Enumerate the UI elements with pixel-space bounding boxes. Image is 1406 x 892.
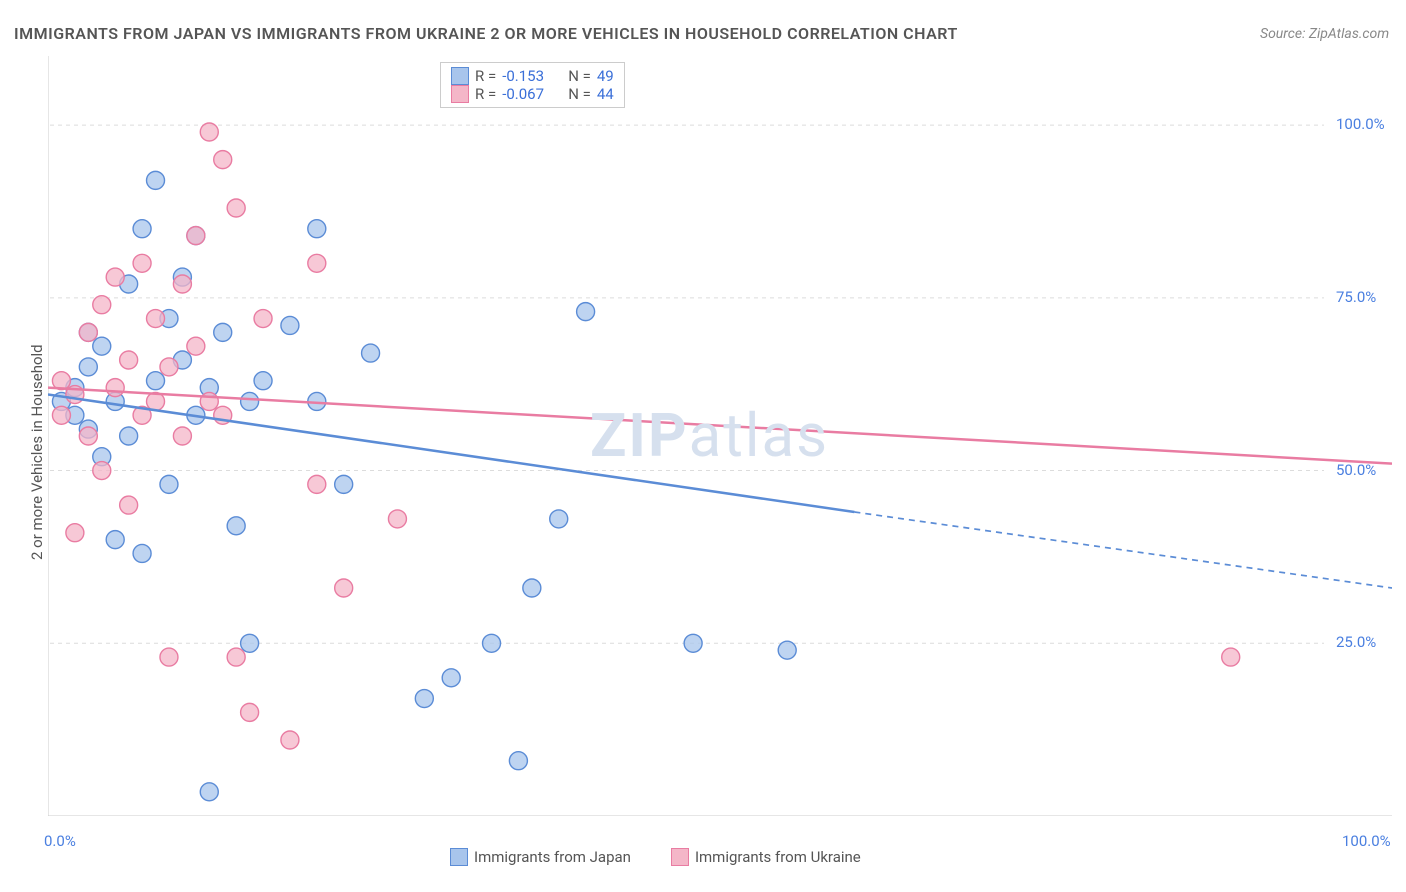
legend-label: Immigrants from Ukraine [695, 848, 861, 866]
r-value: -0.067 [502, 85, 562, 103]
legend-swatch [451, 85, 469, 103]
r-label: R = [475, 67, 496, 85]
legend-label: Immigrants from Japan [474, 848, 631, 866]
scatter-chart [48, 56, 1392, 816]
chart-area [48, 56, 1392, 816]
legend-item: Immigrants from Ukraine [671, 848, 861, 866]
correlation-legend: R = -0.153 N = 49 R = -0.067 N = 44 [440, 62, 625, 108]
n-value: 49 [597, 67, 614, 85]
legend-item: Immigrants from Japan [450, 848, 631, 866]
n-label: N = [568, 85, 591, 103]
y-tick-label: 50.0% [1336, 461, 1376, 479]
legend-row: R = -0.153 N = 49 [451, 67, 614, 85]
series-legend: Immigrants from Japan Immigrants from Ukr… [450, 848, 861, 866]
x-tick-label: 100.0% [1342, 832, 1391, 850]
y-tick-label: 100.0% [1336, 115, 1385, 133]
legend-swatch [450, 848, 468, 866]
y-axis-label: 2 or more Vehicles in Household [28, 344, 46, 560]
r-value: -0.153 [502, 67, 562, 85]
r-label: R = [475, 85, 496, 103]
chart-title: IMMIGRANTS FROM JAPAN VS IMMIGRANTS FROM… [14, 24, 958, 43]
x-tick-label: 0.0% [44, 832, 76, 850]
legend-row: R = -0.067 N = 44 [451, 85, 614, 103]
legend-swatch [671, 848, 689, 866]
n-label: N = [568, 67, 591, 85]
n-value: 44 [597, 85, 614, 103]
y-tick-label: 25.0% [1336, 633, 1376, 651]
y-tick-label: 75.0% [1336, 288, 1376, 306]
legend-swatch [451, 67, 469, 85]
source-text: Source: ZipAtlas.com [1260, 26, 1389, 42]
